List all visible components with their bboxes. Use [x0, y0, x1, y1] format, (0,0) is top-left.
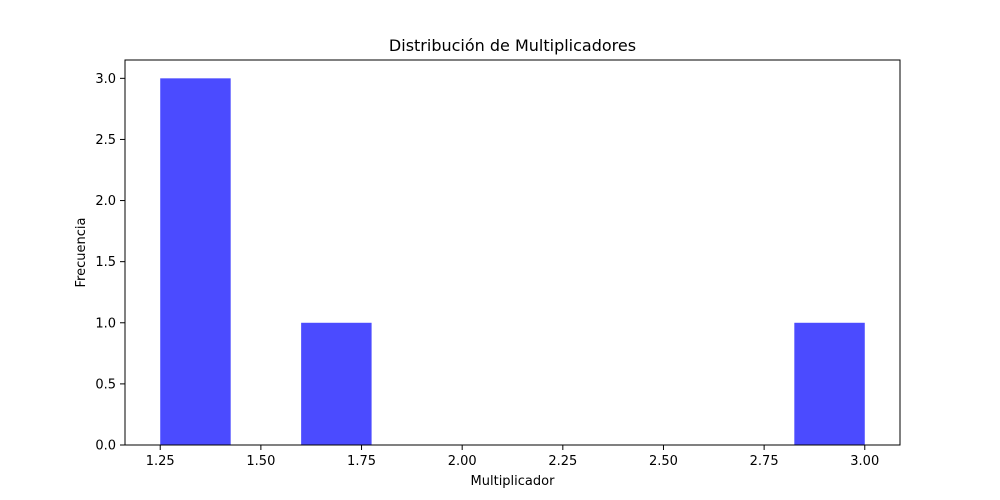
y-tick-label: 1.0 [95, 316, 116, 331]
x-tick-label: 2.75 [750, 454, 779, 469]
histogram-bar [160, 78, 231, 445]
x-axis-label: Multiplicador [471, 474, 556, 489]
x-tick-label: 1.50 [246, 454, 275, 469]
x-tick-label: 2.50 [649, 454, 678, 469]
x-tick-label: 2.00 [448, 454, 477, 469]
x-tick-label: 2.25 [548, 454, 577, 469]
y-tick-label: 0.0 [95, 439, 116, 454]
plot-frame [124, 59, 901, 446]
x-tick-label: 1.75 [347, 454, 376, 469]
x-axis-ticks: 1.25 1.50 1.75 2.00 2.25 2.50 2.75 3.00 [146, 445, 879, 469]
y-tick-label: 2.0 [95, 194, 116, 209]
y-tick-label: 3.0 [95, 72, 116, 87]
y-tick-label: 2.5 [95, 133, 116, 148]
histogram-bar [794, 322, 865, 445]
y-axis-ticks: 0.0 0.5 1.0 1.5 2.0 2.5 3.0 [95, 72, 125, 454]
y-tick-label: 1.5 [95, 255, 116, 270]
x-tick-label: 3.00 [850, 454, 879, 469]
histogram-bar [301, 322, 372, 445]
x-tick-label: 1.25 [146, 454, 175, 469]
chart-title: Distribución de Multiplicadores [389, 36, 636, 55]
y-tick-label: 0.5 [95, 377, 116, 392]
y-axis-label: Frecuencia [74, 218, 89, 288]
bars-group [160, 78, 865, 445]
